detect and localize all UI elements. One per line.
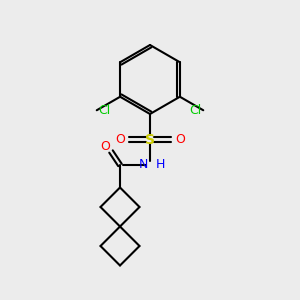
Text: O: O [115, 133, 125, 146]
Text: Cl: Cl [98, 104, 110, 117]
Text: O: O [175, 133, 185, 146]
Text: Cl: Cl [190, 104, 202, 117]
Text: N: N [139, 158, 148, 172]
Text: O: O [101, 140, 110, 153]
Text: H: H [155, 158, 165, 172]
Text: S: S [145, 133, 155, 146]
